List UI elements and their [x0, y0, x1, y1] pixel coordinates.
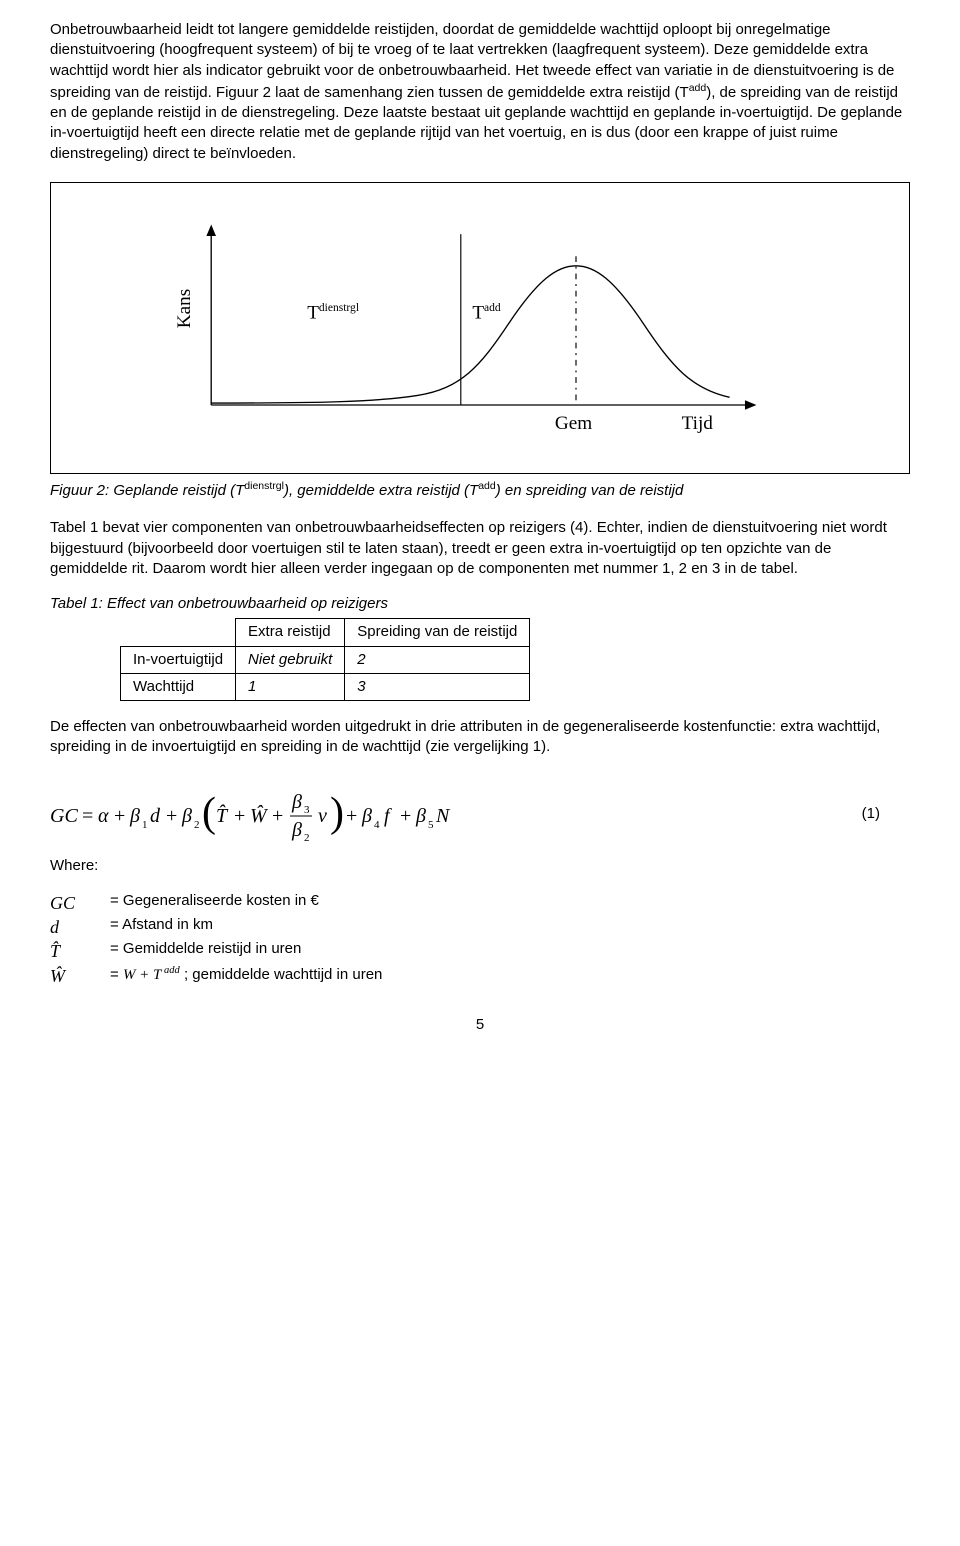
svg-text:+: +	[346, 805, 357, 827]
row-invoertuig: In-voertuigtijd	[121, 646, 236, 673]
figure-2-caption: Figuur 2: Geplande reistijd (Tdienstrgl)…	[50, 480, 910, 501]
svg-text:2: 2	[304, 832, 310, 844]
svg-text:4: 4	[374, 819, 380, 831]
svg-text:): )	[330, 790, 344, 836]
svg-text:2: 2	[194, 819, 200, 831]
paragraph-3: De effecten van onbetrouwbaarheid worden…	[50, 717, 910, 758]
svg-text:=: =	[82, 805, 93, 827]
svg-text:+: +	[272, 805, 283, 827]
svg-text:β: β	[291, 819, 302, 841]
page-number: 5	[50, 1015, 910, 1035]
def-w: = W + T add ; gemiddelde wachttijd in ur…	[110, 964, 910, 985]
svg-text:+: +	[234, 805, 245, 827]
svg-text:5: 5	[428, 819, 434, 831]
th-extra: Extra reistijd	[236, 619, 345, 646]
svg-text:+: +	[114, 805, 125, 827]
paragraph-intro: Onbetrouwbaarheid leidt tot langere gemi…	[50, 20, 910, 164]
th-spreiding: Spreiding van de reistijd	[345, 619, 530, 646]
svg-text:(: (	[202, 790, 216, 836]
where-label: Where:	[50, 856, 910, 876]
figure-2-svg: Kans Tdienstrgl Tadd Gem Tijd	[71, 213, 889, 453]
figure-2-box: Kans Tdienstrgl Tadd Gem Tijd	[50, 182, 910, 474]
para1-sup: add	[689, 82, 707, 94]
sym-w: Ŵ	[50, 964, 100, 988]
svg-text:T̂: T̂	[216, 803, 229, 826]
row-wachttijd: Wachttijd	[121, 673, 236, 700]
label-gem: Gem	[555, 413, 592, 434]
svg-text:Ŵ: Ŵ	[250, 803, 269, 827]
equation-number: (1)	[862, 804, 880, 824]
def-gc: = Gegeneraliseerde kosten in €	[110, 891, 910, 911]
svg-text:N: N	[435, 805, 451, 827]
ylabel: Kans	[174, 289, 195, 328]
svg-text:GC: GC	[50, 805, 78, 827]
svg-text:β: β	[291, 791, 302, 813]
svg-text:β: β	[361, 805, 372, 827]
table-1-title: Tabel 1: Effect van onbetrouwbaarheid op…	[50, 594, 910, 614]
sym-t: T̂	[50, 939, 100, 963]
svg-text:v: v	[318, 805, 327, 827]
svg-text:β: β	[129, 805, 140, 827]
equation-1: GC = α + β1 d + β2 ( T̂ + Ŵ + β3 β2 v ) …	[50, 780, 490, 850]
label-t-dienstrgl: Tdienstrgl	[307, 302, 359, 324]
sym-gc: GC	[50, 891, 100, 915]
svg-text:β: β	[415, 805, 426, 827]
equation-1-row: GC = α + β1 d + β2 ( T̂ + Ŵ + β3 β2 v ) …	[50, 780, 910, 850]
label-tijd: Tijd	[682, 413, 714, 434]
paragraph-2: Tabel 1 bevat vier componenten van onbet…	[50, 518, 910, 579]
table-1: Extra reistijd Spreiding van de reistijd…	[120, 618, 530, 701]
svg-text:f: f	[384, 805, 392, 827]
def-d: = Afstand in km	[110, 915, 910, 935]
svg-text:+: +	[400, 805, 411, 827]
svg-text:1: 1	[142, 819, 148, 831]
svg-text:+: +	[166, 805, 177, 827]
svg-text:3: 3	[304, 804, 310, 816]
svg-text:β: β	[181, 805, 192, 827]
sym-d: d	[50, 915, 100, 939]
where-block: Where: GC = Gegeneraliseerde kosten in €…	[50, 856, 910, 985]
label-t-add: Tadd	[472, 302, 501, 324]
svg-text:d: d	[150, 805, 161, 827]
def-t: = Gemiddelde reistijd in uren	[110, 939, 910, 959]
svg-text:α: α	[98, 805, 109, 827]
